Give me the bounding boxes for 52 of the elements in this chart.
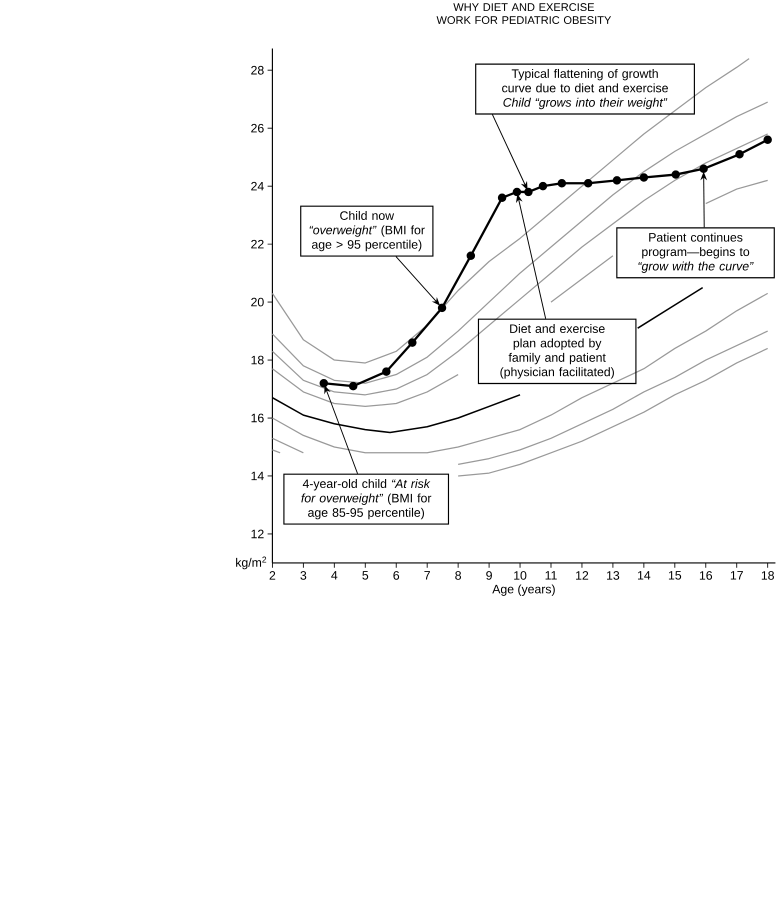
point [408,338,417,347]
point [538,182,548,190]
x-axis-title: Age (years) [492,584,555,596]
x-tick-label: 15 [669,571,682,580]
y-tick-label: 24 [251,182,264,190]
point [700,164,708,173]
point [524,188,533,196]
x-tick-label: 10 [514,571,527,580]
x-tick-label: 12 [576,571,588,580]
point [512,188,522,196]
annotation: Child now “overweight” (BMI for age > 95 percentile) [310,210,425,252]
x-tick-label: 5 [362,571,368,580]
x-tick-label: 14 [638,571,650,580]
chart-title: WHY DIET AND EXERCISE WORK FOR PEDIATRIC OBESITY [436,3,612,24]
x-tick-label: 17 [731,571,744,580]
x-tick-label: 13 [607,571,620,580]
point [558,179,566,188]
y-tick-label: 14 [252,472,264,480]
annotation: 4-year-old child “At risk for overweight” (BMI for age 85-95 percentile) [301,479,432,520]
y-tick-label: 20 [251,298,264,306]
point [498,194,506,202]
annotation: Patient continues program—begins to “grow with the curve” [638,232,754,273]
point [349,382,358,390]
y-tick-label: 28 [251,66,264,75]
x-tick-label: 11 [546,571,557,580]
x-tick-label: 6 [394,571,400,580]
point [612,176,622,185]
y-tick-label: 22 [251,240,264,248]
annotation: Typical flattening of growth curve due to diet and exercise Child “grows into their weight” [502,68,668,110]
point [640,173,648,182]
x-tick-label: 7 [424,571,430,580]
y-tick-label: 12 [252,530,264,538]
y-axis-title: kg/m$^{2}$ [236,556,266,570]
point [764,136,772,144]
point [438,304,446,312]
x-tick-label: 3 [300,571,306,580]
y-tick-label: 16 [252,414,264,422]
point [584,179,593,188]
y-tick-label: 18 [252,356,264,364]
x-tick-label: 16 [700,571,712,580]
x-tick-label: 8 [455,571,462,580]
point [735,150,744,159]
y-tick-label: 26 [251,124,264,133]
point [466,251,476,260]
point [672,170,680,179]
point [382,367,391,376]
annotation: Diet and exercise plan adopted by family and patient (physician facilitated) [500,324,614,379]
x-tick-label: 2 [270,571,276,580]
x-tick-label: 18 [762,571,774,580]
x-tick-label: 4 [331,571,338,580]
point [320,379,328,388]
x-tick-label: 9 [486,571,492,580]
